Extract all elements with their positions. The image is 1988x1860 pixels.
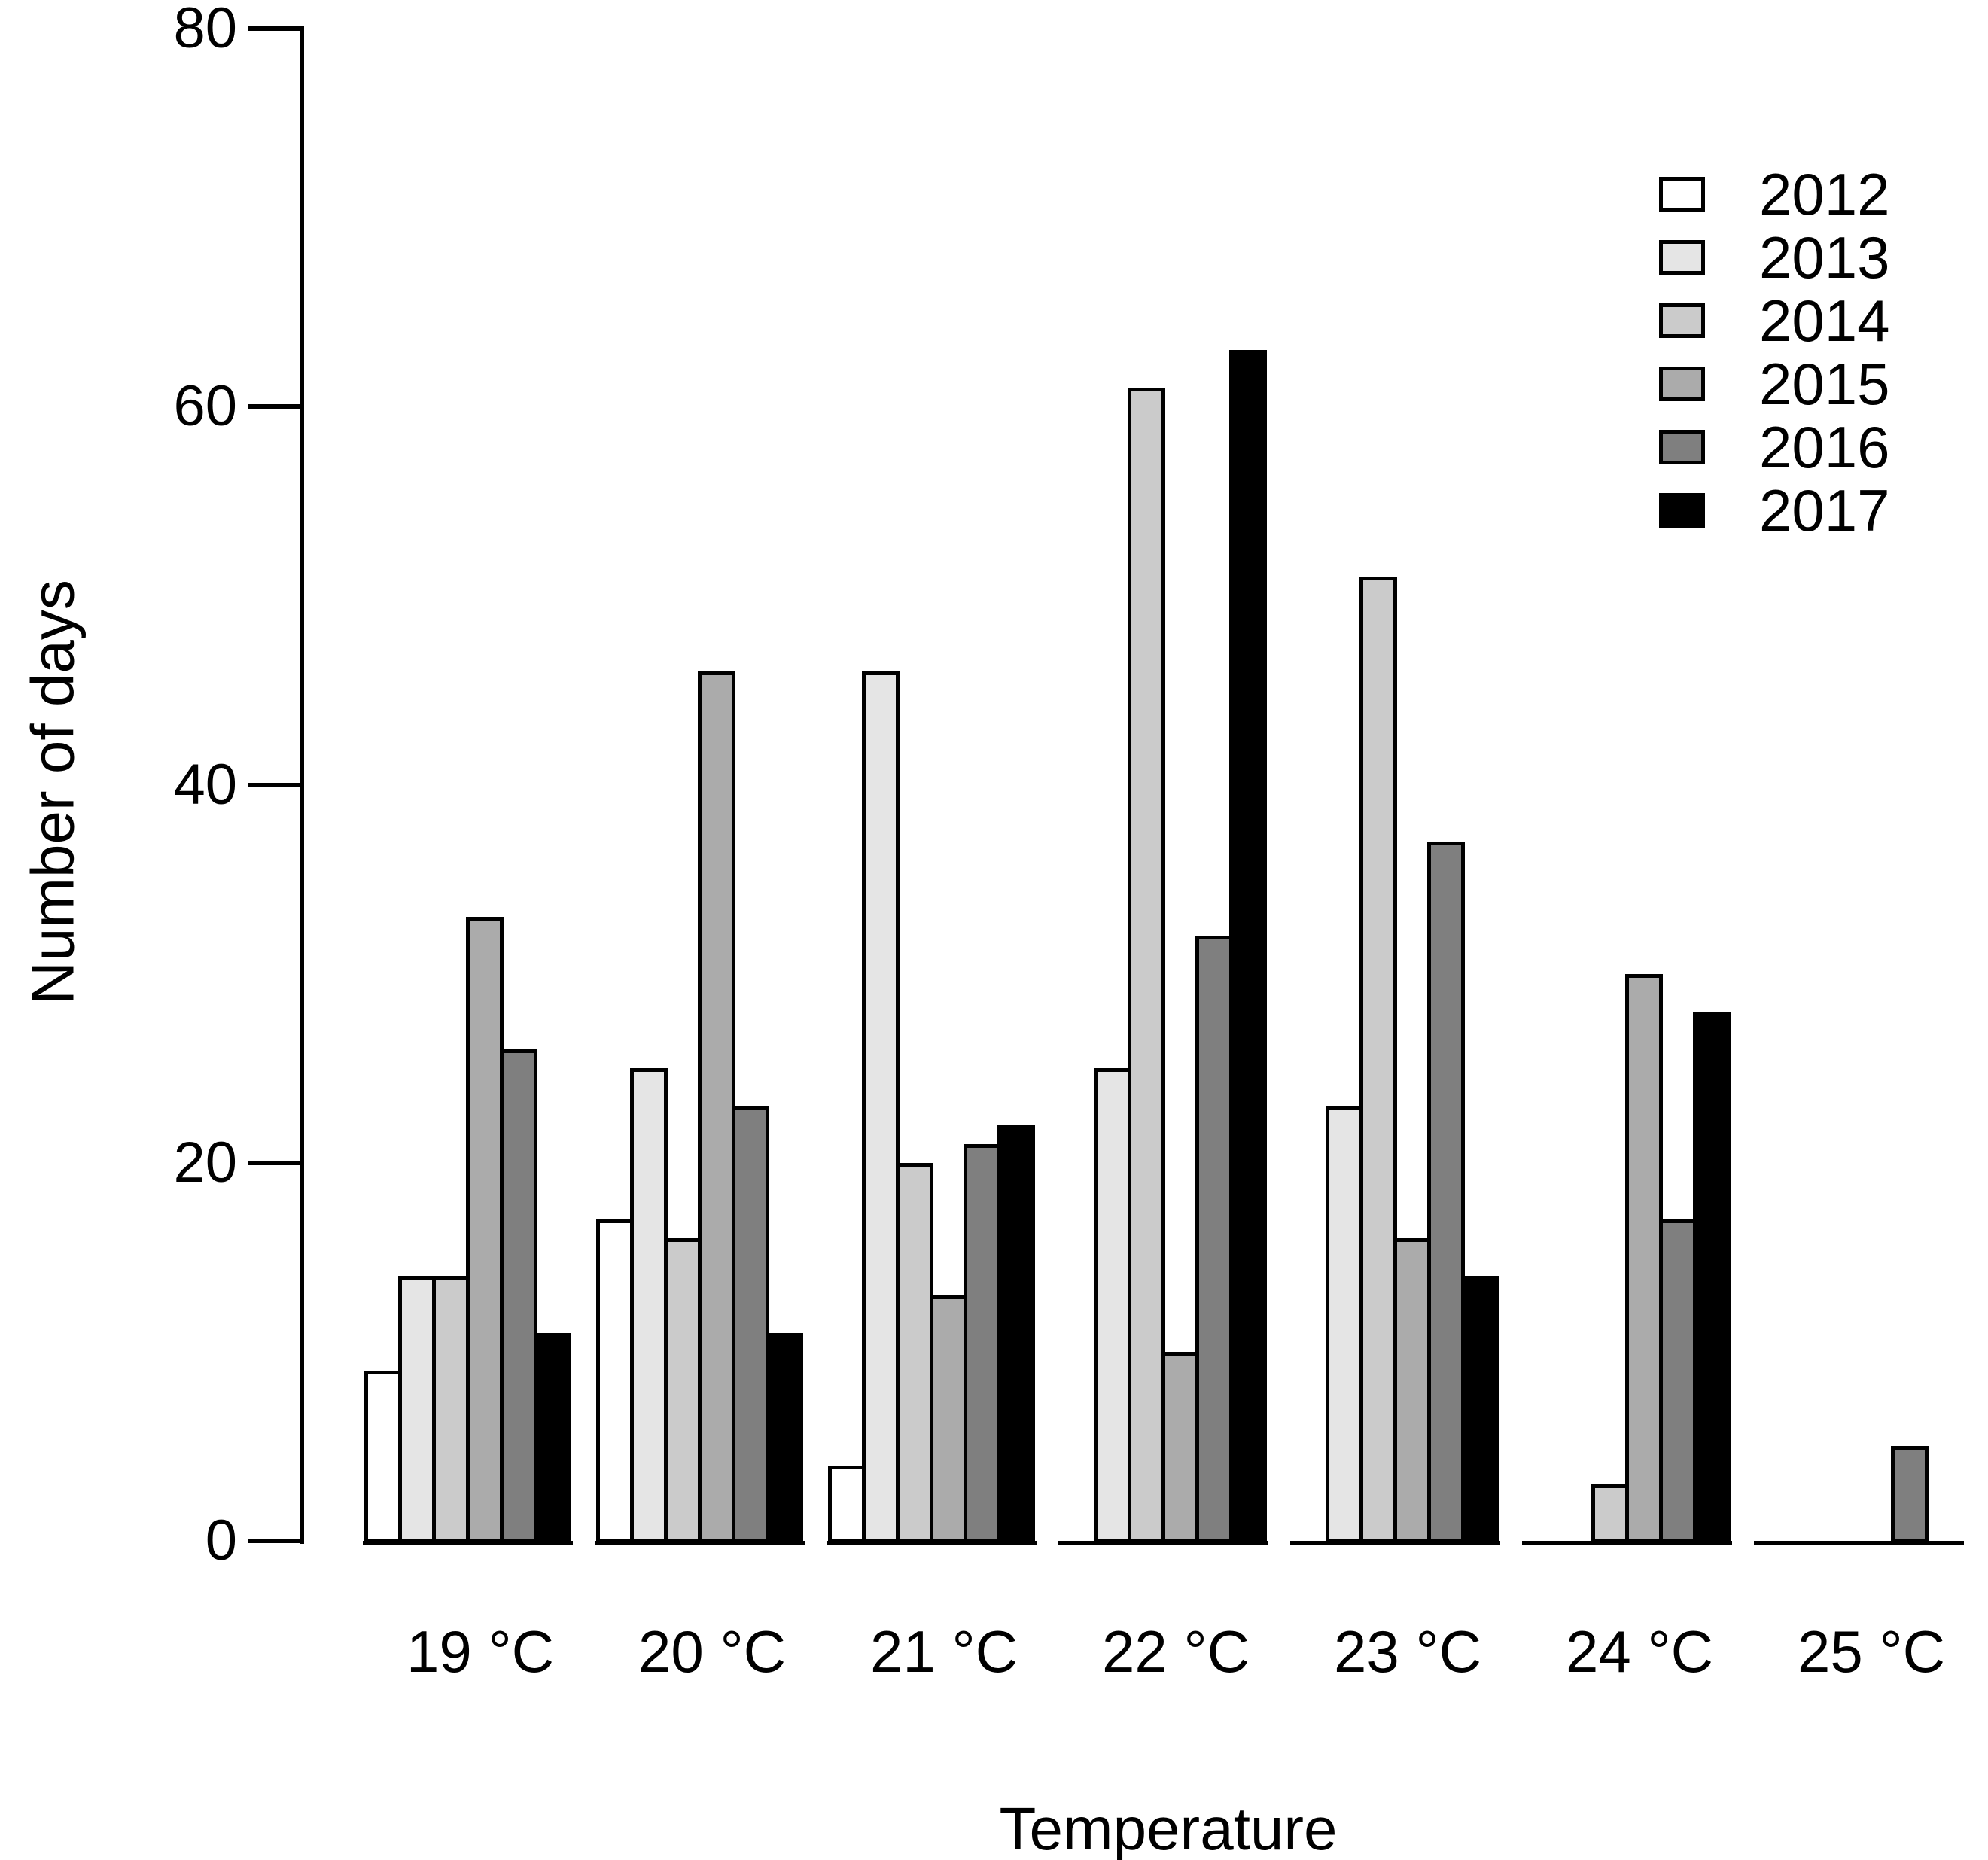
legend-label: 2012 — [1759, 161, 1890, 227]
legend-row: 2017 — [1659, 477, 1983, 543]
bar-2014-24°C — [1591, 1484, 1629, 1543]
legend-swatch-2013 — [1659, 240, 1705, 275]
bar-2017-24°C — [1693, 1012, 1731, 1543]
bar-2016-19°C — [500, 1049, 537, 1543]
y-tick-label: 0 — [205, 1508, 237, 1572]
bar-2013-19°C — [398, 1276, 436, 1543]
bar-2015-22°C — [1161, 1352, 1199, 1543]
bar-2017-22°C — [1229, 350, 1267, 1543]
bar-2012-21°C — [828, 1466, 866, 1543]
bar-2015-23°C — [1393, 1238, 1431, 1543]
bar-2014-19°C — [432, 1276, 470, 1543]
legend-swatch-2012 — [1659, 177, 1705, 212]
legend-row: 2012 — [1659, 161, 1983, 227]
x-baseline — [1058, 1541, 1268, 1545]
bar-2016-23°C — [1427, 842, 1465, 1543]
x-category-label: 23 °C — [1334, 1618, 1481, 1685]
x-baseline — [1522, 1541, 1732, 1545]
bar-2017-19°C — [534, 1333, 571, 1543]
y-tick — [248, 782, 301, 787]
y-tick-label: 40 — [173, 752, 237, 817]
bar-2017-20°C — [766, 1333, 803, 1543]
x-category-label: 21 °C — [870, 1618, 1018, 1685]
y-tick-label: 20 — [173, 1130, 237, 1195]
bar-2012-19°C — [364, 1371, 402, 1543]
bar-2014-20°C — [664, 1238, 702, 1543]
legend-label: 2014 — [1759, 288, 1890, 354]
bar-2016-24°C — [1659, 1219, 1697, 1543]
legend-swatch-2014 — [1659, 303, 1705, 338]
x-baseline — [363, 1541, 573, 1545]
bar-2014-23°C — [1359, 577, 1397, 1543]
x-category-label: 19 °C — [406, 1618, 554, 1685]
x-baseline — [827, 1541, 1037, 1545]
bar-2015-20°C — [698, 671, 735, 1543]
bar-2015-19°C — [466, 917, 504, 1543]
bar-2014-22°C — [1128, 388, 1165, 1543]
bar-2013-23°C — [1326, 1106, 1363, 1543]
bar-2016-21°C — [964, 1144, 1001, 1543]
x-category-label: 24 °C — [1566, 1618, 1713, 1685]
legend-swatch-2017 — [1659, 493, 1705, 528]
y-tick — [248, 404, 301, 409]
bar-2015-21°C — [930, 1295, 967, 1543]
bar-2016-20°C — [732, 1106, 769, 1543]
x-baseline — [1290, 1541, 1500, 1545]
bar-2017-21°C — [997, 1125, 1035, 1543]
legend-row: 2015 — [1659, 351, 1983, 417]
y-tick — [248, 1160, 301, 1165]
x-category-label: 25 °C — [1798, 1618, 1945, 1685]
legend-label: 2016 — [1759, 414, 1890, 480]
y-tick-label: 80 — [173, 0, 237, 61]
x-baseline — [1754, 1541, 1964, 1545]
legend-row: 2016 — [1659, 414, 1983, 480]
x-category-label: 22 °C — [1102, 1618, 1250, 1685]
y-tick-label: 60 — [173, 374, 237, 439]
x-baseline — [595, 1541, 805, 1545]
bar-2016-25°C — [1891, 1446, 1929, 1543]
bar-2014-21°C — [896, 1163, 933, 1543]
legend-label: 2017 — [1759, 477, 1890, 543]
x-axis-title: Temperature — [999, 1795, 1338, 1860]
y-axis-title: Number of days — [19, 580, 87, 1005]
bar-2016-22°C — [1195, 936, 1233, 1543]
bar-2017-23°C — [1461, 1276, 1499, 1543]
bar-2013-21°C — [862, 671, 900, 1543]
legend-row: 2014 — [1659, 288, 1983, 354]
bar-2015-24°C — [1625, 974, 1663, 1543]
bar-2013-20°C — [630, 1068, 668, 1543]
legend-swatch-2016 — [1659, 430, 1705, 464]
bar-2013-22°C — [1094, 1068, 1131, 1543]
legend-label: 2013 — [1759, 224, 1890, 291]
bar-2012-20°C — [596, 1219, 634, 1543]
y-axis-line — [300, 26, 304, 1544]
y-tick — [248, 26, 301, 32]
legend-swatch-2015 — [1659, 367, 1705, 401]
legend-label: 2015 — [1759, 351, 1890, 417]
x-category-label: 20 °C — [638, 1618, 786, 1685]
y-tick — [248, 1539, 301, 1543]
legend-row: 2013 — [1659, 224, 1983, 291]
